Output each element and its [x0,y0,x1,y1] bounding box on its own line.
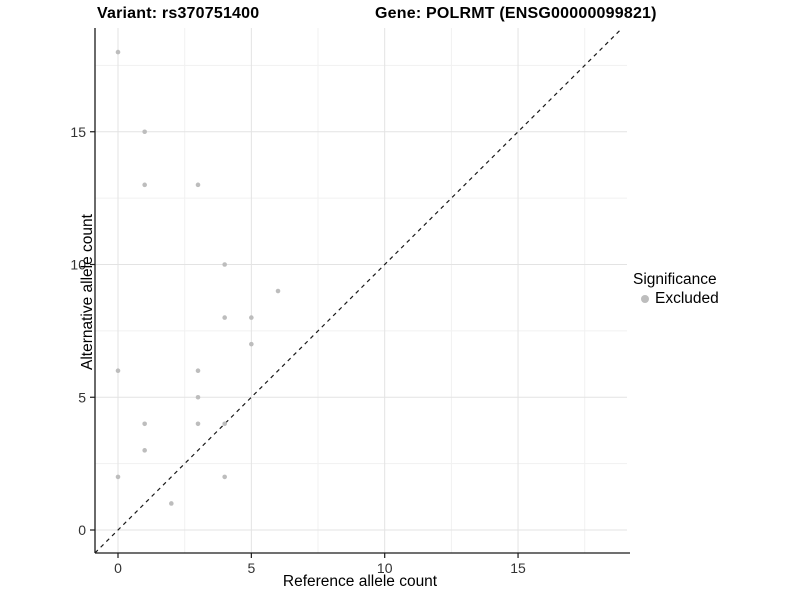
data-point [142,182,147,188]
y-tick-label: 15 [70,124,86,140]
data-point [275,288,281,294]
x-tick-label: 10 [377,560,393,576]
x-tick-label: 15 [510,560,526,576]
data-point [222,262,227,267]
legend: Significance Excluded [631,271,719,308]
data-point [249,341,254,347]
data-point [142,421,147,427]
x-tick-label: 5 [247,560,255,576]
legend-item-excluded: Excluded [641,290,719,308]
data-point [169,501,174,506]
data-point [115,368,121,374]
legend-item-label: Excluded [655,290,719,307]
x-axis-title-text: Reference allele count [282,573,438,590]
legend-title: Significance [633,271,717,288]
plot-title-variant: Variant: rs370751400 [97,5,260,22]
legend-point-icon [641,295,649,303]
x-axis-title: Reference allele count [0,573,800,591]
data-point [195,421,201,427]
data-point [222,315,227,320]
data-point [222,421,227,427]
data-point [195,182,201,188]
data-point [249,315,254,320]
data-point [195,368,201,374]
x-tick-label: 0 [114,560,122,576]
data-point [142,129,147,135]
identity-reference-line [94,27,623,554]
y-tick-label: 5 [78,389,86,405]
data-point [142,448,147,453]
plot-title-gene: Gene: POLRMT (ENSG00000099821) [375,5,657,22]
y-tick-label: 0 [78,522,86,538]
y-axis-title: Alternative allele count [79,214,96,370]
data-point [115,49,121,55]
y-tick-label: 10 [70,257,86,273]
data-point [222,474,227,480]
data-point [115,474,121,480]
data-point [195,394,201,400]
